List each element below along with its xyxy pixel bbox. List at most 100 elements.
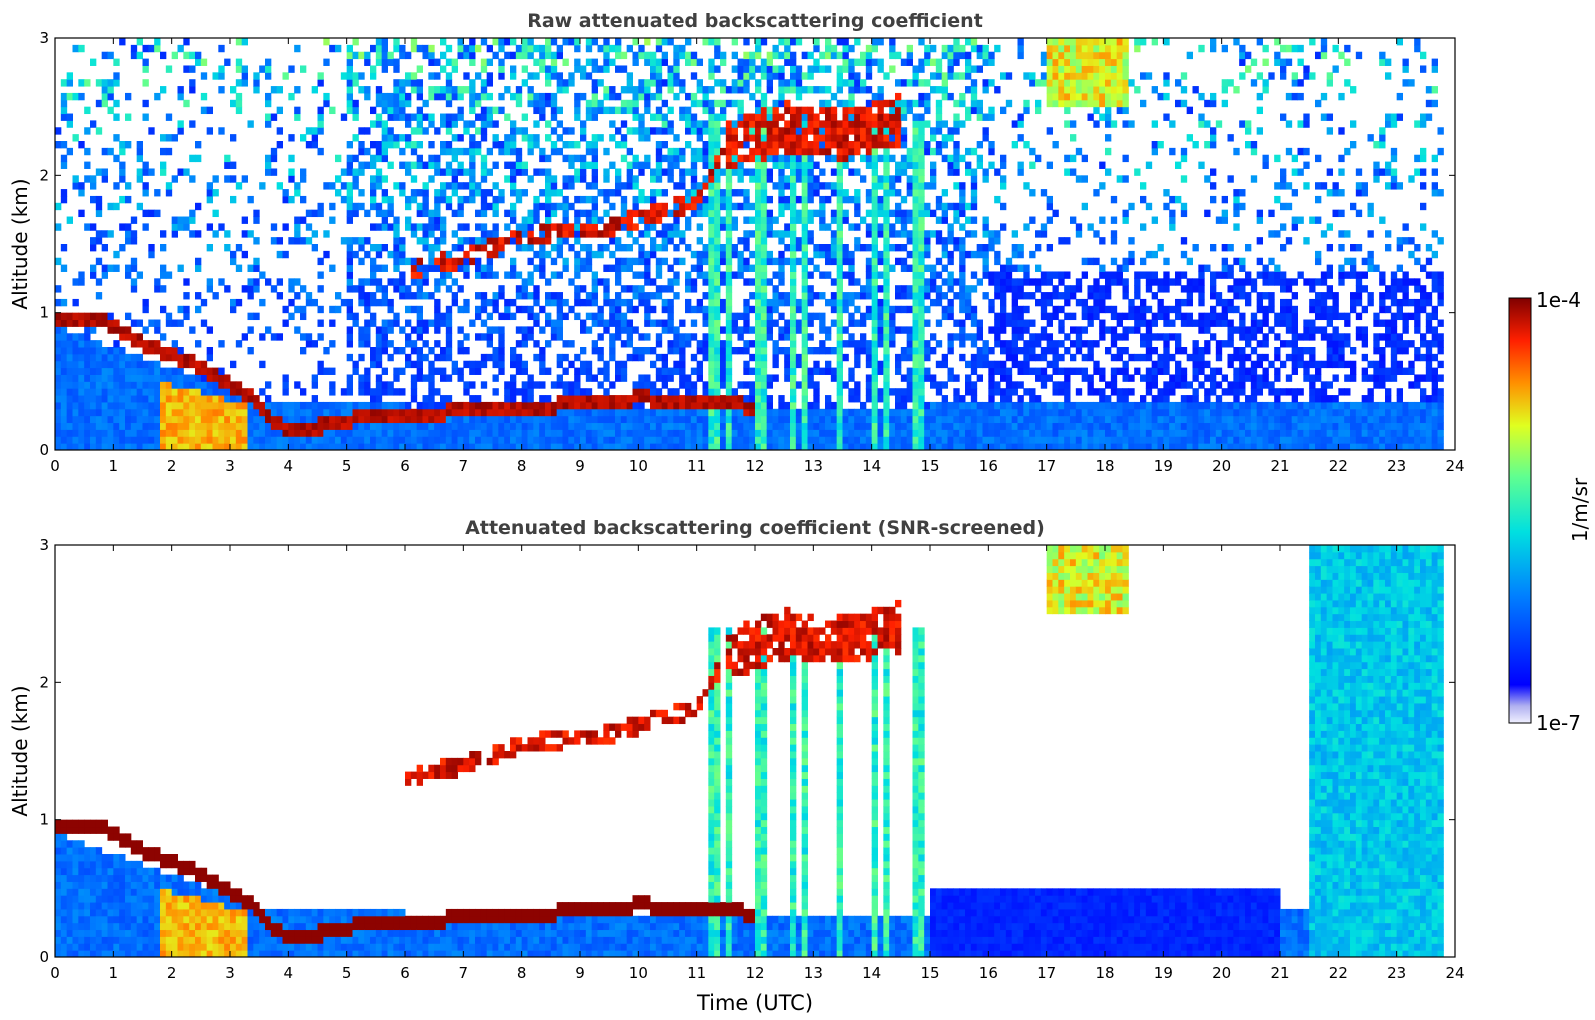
heatmap-cell (580, 298, 587, 307)
heatmap-cell (906, 429, 913, 437)
heatmap-cell (760, 319, 768, 327)
heatmap-cell (504, 381, 511, 389)
heatmap-cell (574, 312, 581, 321)
heatmap-cell (142, 182, 149, 190)
heatmap-cell (78, 429, 85, 437)
heatmap-cell (889, 305, 896, 314)
heatmap-cell (644, 79, 651, 87)
heatmap-cell (597, 408, 604, 417)
heatmap-cell (790, 353, 797, 362)
heatmap-cell (755, 257, 762, 266)
heatmap-cell (690, 319, 698, 327)
heatmap-cell (107, 147, 114, 156)
heatmap-cell (912, 347, 919, 355)
heatmap-cell (825, 326, 832, 334)
heatmap-cell (918, 244, 925, 252)
heatmap-cell (743, 298, 750, 307)
heatmap-cell (755, 106, 762, 115)
heatmap-cell (119, 223, 126, 231)
heatmap-cell (66, 415, 73, 424)
heatmap-cell (510, 134, 517, 142)
heatmap-cell (941, 292, 948, 300)
heatmap-cell (655, 168, 663, 176)
heatmap-cell (405, 305, 412, 314)
heatmap-cell (504, 161, 511, 169)
heatmap-cell (451, 65, 458, 73)
heatmap-cell (60, 381, 68, 389)
heatmap-cell (615, 175, 622, 183)
heatmap-cell (230, 388, 237, 396)
heatmap-cell (230, 436, 237, 444)
heatmap-cell (428, 319, 435, 327)
heatmap-cell (877, 99, 884, 108)
heatmap-cell (784, 99, 791, 108)
heatmap-cell (854, 319, 861, 327)
heatmap-cell (714, 340, 721, 348)
heatmap-cell (655, 257, 663, 266)
heatmap-cell (743, 58, 750, 66)
heatmap-cell (113, 422, 120, 430)
heatmap-cell (935, 99, 943, 108)
heatmap-cell (749, 113, 756, 121)
heatmap-cell (195, 422, 202, 430)
heatmap-cell (644, 216, 651, 224)
heatmap-cell (807, 237, 814, 245)
heatmap-cell (807, 285, 814, 293)
heatmap-cell (842, 340, 849, 348)
heatmap-cell (655, 415, 663, 424)
heatmap-cell (521, 134, 528, 142)
heatmap-cell (906, 264, 913, 272)
heatmap-cell (696, 120, 703, 128)
heatmap-cell (778, 292, 785, 300)
heatmap-cell (918, 401, 925, 410)
heatmap-cell (778, 436, 785, 444)
heatmap-cell (778, 38, 785, 46)
heatmap-cell (165, 113, 173, 121)
heatmap-cell (480, 86, 488, 94)
heatmap-cell (381, 189, 388, 197)
heatmap-cell (399, 429, 406, 437)
heatmap-cell (755, 285, 762, 293)
heatmap-cell (737, 443, 744, 450)
heatmap-cell (871, 292, 878, 300)
heatmap-cell (410, 326, 418, 334)
heatmap-cell (510, 216, 517, 224)
heatmap-cell (842, 161, 849, 169)
heatmap-cell (445, 182, 453, 190)
heatmap-cell (60, 141, 68, 149)
heatmap-cell (650, 319, 657, 327)
heatmap-cell (545, 250, 552, 259)
heatmap-cell (714, 298, 721, 307)
heatmap-cell (574, 395, 581, 403)
heatmap-cell (90, 360, 97, 369)
heatmap-cell (142, 168, 149, 176)
heatmap-cell (346, 264, 353, 272)
heatmap-cell (270, 154, 278, 163)
heatmap-cell (784, 175, 791, 183)
heatmap-cell (830, 230, 838, 238)
heatmap-cell (556, 408, 563, 417)
heatmap-cell (235, 58, 243, 66)
heatmap-cell (235, 443, 243, 450)
heatmap-cell (667, 319, 674, 327)
heatmap-cell (212, 395, 219, 403)
heatmap-cell (638, 292, 645, 300)
heatmap-cell (125, 415, 132, 424)
heatmap-cell (673, 92, 680, 101)
heatmap-cell (609, 86, 616, 94)
heatmap-cell (854, 223, 861, 231)
heatmap-cell (410, 381, 418, 389)
heatmap-cell (825, 113, 832, 121)
heatmap-cell (451, 264, 458, 272)
heatmap-cell (708, 381, 715, 389)
heatmap-cell (883, 161, 890, 169)
heatmap-cell (399, 415, 406, 424)
heatmap-cell (568, 422, 575, 430)
heatmap-cell (836, 381, 843, 389)
heatmap-cell (533, 237, 540, 245)
heatmap-cell (795, 443, 803, 450)
heatmap-cell (375, 141, 383, 149)
heatmap-cell (714, 44, 721, 53)
heatmap-cell (346, 333, 353, 341)
heatmap-cell (60, 312, 68, 321)
